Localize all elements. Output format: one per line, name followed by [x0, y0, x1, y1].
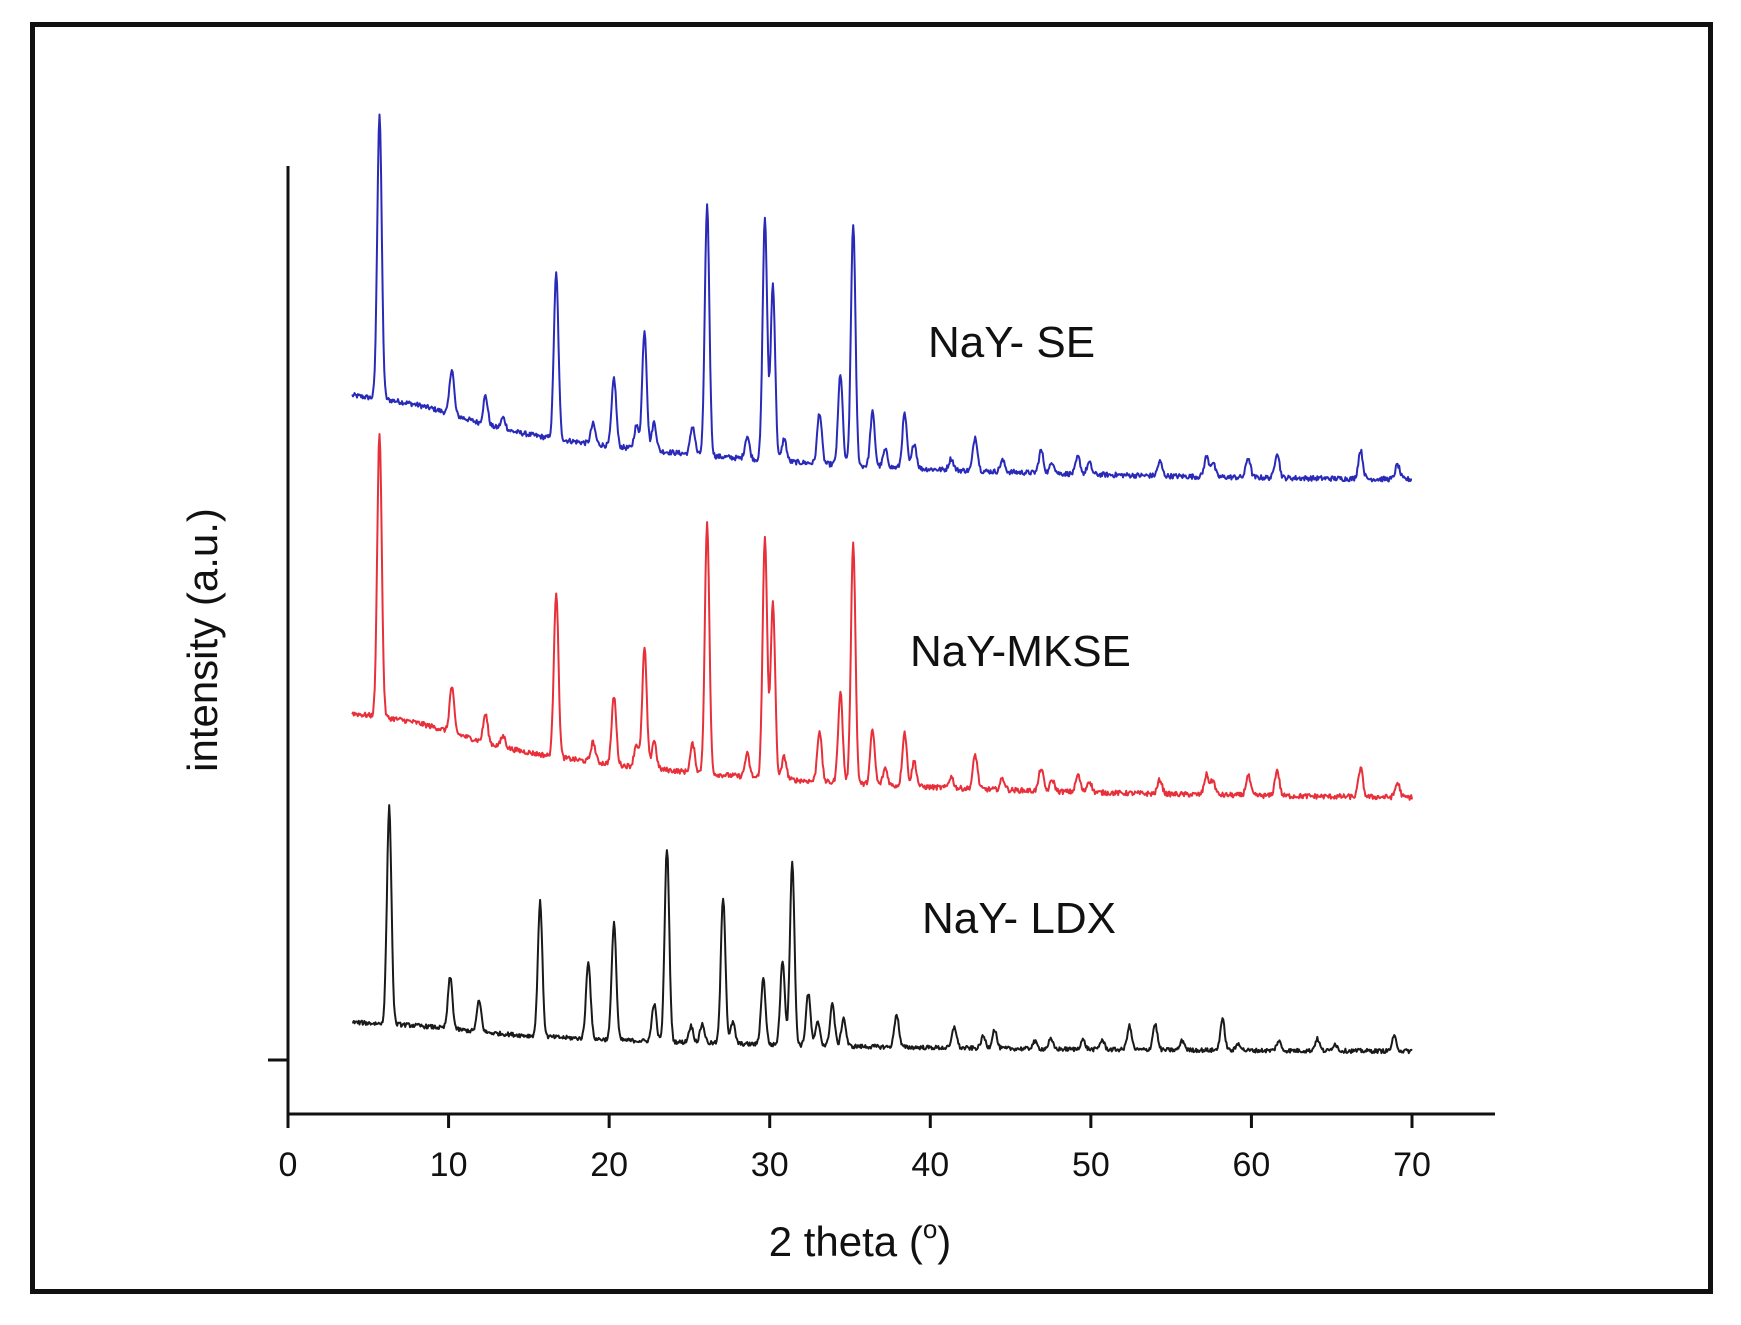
- axes-group: [268, 166, 1495, 1116]
- x-tick-label-40: 40: [911, 1146, 949, 1184]
- figure-frame: [30, 22, 1713, 1294]
- x-axis-label: 2 theta (o): [769, 1214, 952, 1265]
- x-tick-label-70: 70: [1393, 1146, 1431, 1184]
- x-ticks-group: 0 10 20 30 40 50 60 70: [279, 1114, 1431, 1184]
- x-tick-label-20: 20: [590, 1146, 628, 1184]
- series-label-nay-mkse: NaY-MKSE: [910, 627, 1131, 676]
- x-tick-label-0: 0: [279, 1146, 298, 1184]
- x-tick-label-50: 50: [1072, 1146, 1110, 1184]
- trace-nay-se: [351, 113, 1413, 483]
- trace-nay-ldx: [352, 804, 1413, 1055]
- x-tick-label-10: 10: [430, 1146, 468, 1184]
- series-labels-group: NaY- SE NaY-MKSE NaY- LDX: [910, 318, 1131, 943]
- y-axis-label: intensity (a.u.): [179, 508, 226, 772]
- series-label-nay-se: NaY- SE: [928, 318, 1095, 367]
- traces-group: [351, 113, 1413, 1055]
- x-tick-label-60: 60: [1233, 1146, 1271, 1184]
- x-tick-label-30: 30: [751, 1146, 789, 1184]
- x-axis-label-degree: o: [923, 1214, 937, 1244]
- x-axis-label-tail: ): [937, 1218, 951, 1265]
- series-label-nay-ldx: NaY- LDX: [922, 894, 1116, 943]
- trace-nay-mkse: [351, 433, 1413, 801]
- x-axis-label-main: 2 theta (: [769, 1218, 923, 1265]
